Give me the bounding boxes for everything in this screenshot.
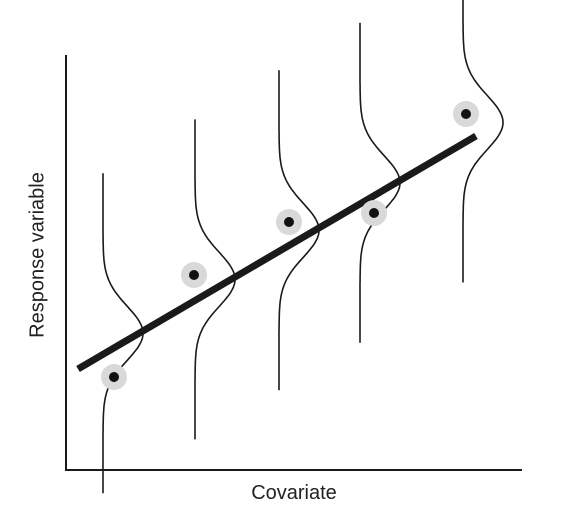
observation-point-4 [369,208,379,218]
observation-point-1 [109,372,119,382]
density-curve-5 [462,0,504,283]
x-axis-label: Covariate [251,482,337,504]
regression-line [76,132,478,373]
axes [65,55,522,471]
density-curves [102,0,504,494]
observation-point-2 [189,270,199,280]
observation-point-3 [284,217,294,227]
observation-point-5 [461,109,471,119]
observation-points [101,101,479,390]
y-axis-label: Response variable [26,172,49,338]
